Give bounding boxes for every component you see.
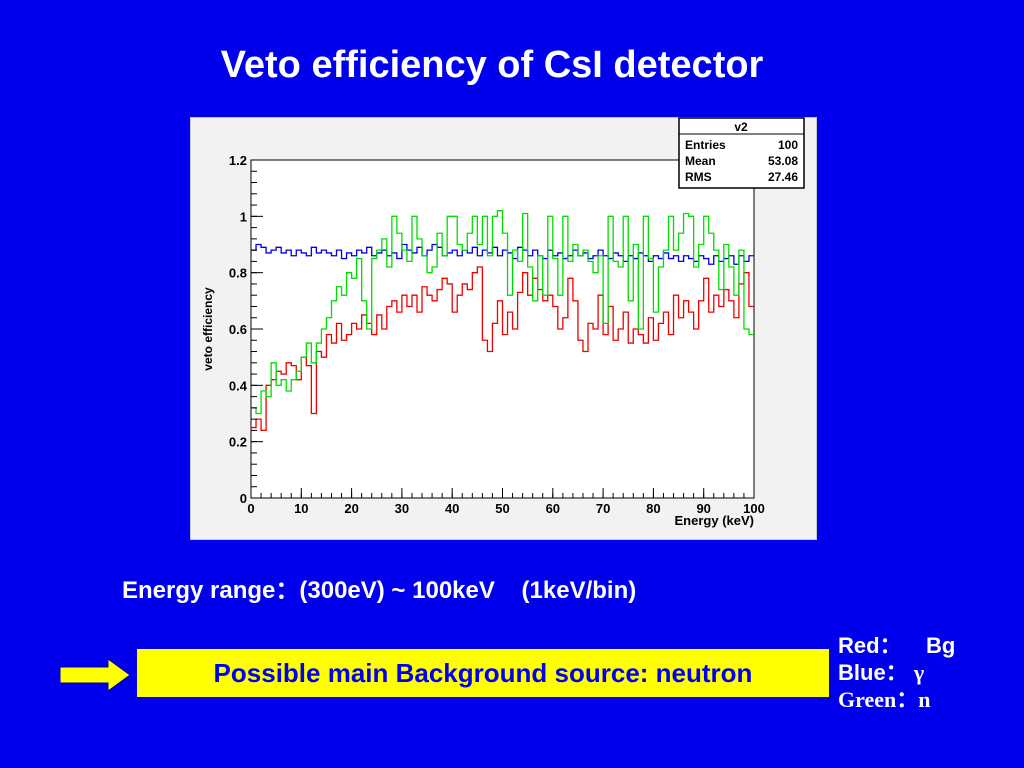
y-tick-label: 0 [240, 491, 247, 506]
key-row-blue: Blue： γ [838, 659, 955, 686]
series-line-2 [251, 210, 754, 415]
x-tick-label: 90 [696, 501, 710, 516]
arrow-right-icon [59, 658, 131, 692]
key-blue-value: γ [913, 660, 925, 685]
y-axis-label: veto efficiency [201, 287, 215, 371]
key-row-red: Red： Bg [838, 632, 955, 659]
stats-rms-label: RMS [685, 170, 712, 184]
key-blue-label: Blue： [838, 660, 908, 685]
y-tick-label: 0.6 [229, 322, 247, 337]
energy-range-note: Energy range：(300eV) ~ 100keV (1keV/bin) [122, 577, 637, 604]
stats-mean-label: Mean [685, 154, 716, 168]
x-axis-label: Energy (keV) [675, 513, 754, 528]
key-green-value: n [918, 687, 931, 712]
stats-box: v2 Entries 100 Mean 53.08 RMS 27.46 [678, 117, 805, 189]
x-tick-label: 20 [344, 501, 358, 516]
slide-title: Veto efficiency of CsI detector [220, 44, 764, 86]
y-tick-label: 0.8 [229, 266, 247, 281]
x-tick-label: 60 [546, 501, 560, 516]
key-green-label: Green： [838, 687, 919, 712]
arrow-shape [59, 658, 131, 692]
x-tick-label: 80 [646, 501, 660, 516]
stats-mean-value: 53.08 [768, 154, 798, 168]
key-row-green: Green：n [838, 686, 955, 713]
x-tick-label: 100 [743, 501, 765, 516]
y-tick-label: 0.4 [229, 378, 248, 393]
stats-entries-value: 100 [778, 138, 798, 152]
stats-rms-value: 27.46 [768, 170, 798, 184]
tick-layer: 0 0.2 0.4 0.6 0.8 1 1.2 0 10 20 30 40 50 60 70 80 90 100 [229, 153, 765, 516]
efficiency-histogram: 00.20.40.60.811.20 10 20 30 40 50 60 70 80 90 100 … [190, 117, 817, 540]
x-tick-label: 40 [445, 501, 459, 516]
histogram-panel: 0 0.2 0.4 0.6 0.8 1 1.2 0 10 20 30 40 50 60 70 80 90 100 … [190, 117, 817, 540]
background-source-callout: Possible main Background source: neutron [137, 649, 829, 697]
x-tick-label: 0 [247, 501, 254, 516]
y-tick-label: 0.2 [229, 435, 247, 450]
y-tick-label: 1 [240, 209, 247, 224]
stats-entries-label: Entries [685, 138, 726, 152]
stats-box-frame [678, 117, 805, 189]
key-red-label: Red： [838, 633, 902, 658]
color-key: Red： Bg Blue： γ Green：n [838, 632, 955, 713]
x-tick-label: 50 [495, 501, 509, 516]
y-tick-label: 1.2 [229, 153, 247, 168]
x-tick-label: 30 [395, 501, 409, 516]
x-tick-label: 70 [596, 501, 610, 516]
series-line-0 [251, 266, 754, 432]
series-line-1 [251, 243, 754, 265]
stats-box-name: v2 [734, 120, 748, 134]
x-tick-label: 10 [294, 501, 308, 516]
series-layer [251, 210, 754, 432]
key-red-value: Bg [926, 633, 956, 658]
